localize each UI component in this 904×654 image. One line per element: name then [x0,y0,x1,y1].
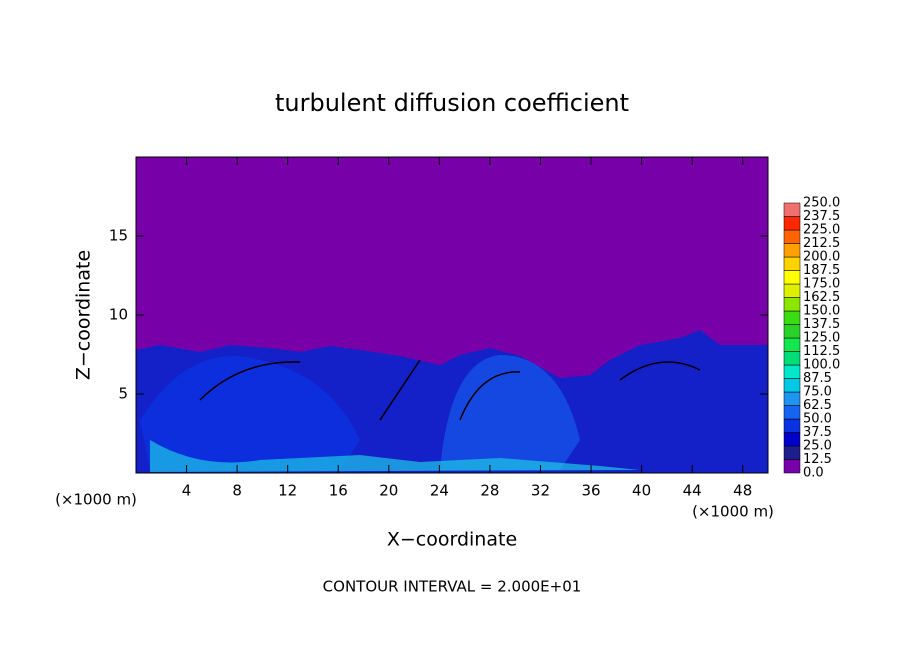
colorbar-label: 100.0 [803,358,840,373]
colorbar-label: 162.5 [803,290,840,305]
y-tick-label: 10 [109,306,128,324]
colorbar-swatch [783,270,801,285]
x-tick-label: 48 [733,482,752,500]
colorbar-label: 87.5 [803,371,832,386]
colorbar-swatch [783,445,801,460]
eddy [440,355,580,470]
colorbar-swatch [783,229,801,244]
x-tick-label: 8 [232,482,242,500]
colorbar-label: 200.0 [803,250,840,265]
colorbar-label: 62.5 [803,398,832,413]
x-tick-label: 28 [480,482,499,500]
colorbar-label: 125.0 [803,331,840,346]
colorbar-swatch [783,351,801,366]
colorbar-swatch [783,391,801,406]
colorbar-swatch [783,324,801,339]
chart-title: turbulent diffusion coefficient [275,89,629,117]
colorbar-label: 212.5 [803,236,840,251]
y-tick-label: 15 [109,227,128,245]
colorbar-label: 25.0 [803,439,832,454]
colorbar-swatch [783,405,801,420]
x-tick-label: 36 [581,482,600,500]
x-tick-label: 4 [182,482,192,500]
x-tick-label: 44 [683,482,702,500]
contour-line [199,359,701,421]
colorbar-label: 250.0 [803,196,840,211]
eddy [140,356,360,470]
colorbar-swatch [783,378,801,393]
y-axis-label: Z−coordinate [73,250,95,380]
colorbar-swatch [783,418,801,433]
colorbar-label: 75.0 [803,385,832,400]
colorbar-label: 37.5 [803,425,832,440]
colorbar-swatch [783,283,801,298]
footnote: CONTOUR INTERVAL = 2.000E+01 [323,578,582,596]
colorbar-swatch [783,202,801,217]
colorbar-label: 225.0 [803,223,840,238]
colorbar-swatch [783,432,801,447]
x-tick-label: 12 [278,482,297,500]
colorbar-swatch [783,459,801,474]
x-tick-label: 20 [379,482,398,500]
x-tick-label: 32 [531,482,550,500]
colorbar-swatch [783,297,801,312]
colorbar-label: 112.5 [803,344,840,359]
x-tick-label: 24 [430,482,449,500]
colorbar-label: 137.5 [803,317,840,332]
colorbar-label: 0.0 [803,466,824,481]
colorbar-swatch [783,337,801,352]
colorbar-label: 187.5 [803,263,840,278]
x-tick-label: 16 [329,482,348,500]
colorbar-swatch [783,216,801,231]
y-tick-label: 5 [118,385,128,403]
colorbar-swatch [783,243,801,258]
colorbar-label: 50.0 [803,412,832,427]
colorbar-swatch [783,256,801,271]
eddy [150,440,640,472]
colorbar-label: 175.0 [803,277,840,292]
colorbar-swatch [783,364,801,379]
colorbar-label: 12.5 [803,452,832,467]
x-tick-label: 40 [632,482,651,500]
colorbar-label: 150.0 [803,304,840,319]
colorbar-label: 237.5 [803,209,840,224]
x-unit-label: (×1000 m) [55,491,137,509]
colorbar-swatch [783,310,801,325]
field [136,157,768,473]
x-axis-label: X−coordinate [387,529,517,551]
x-unit-label: (×1000 m) [692,503,774,521]
colorbar: 0.012.525.037.550.062.575.087.5100.0112.… [783,196,840,481]
